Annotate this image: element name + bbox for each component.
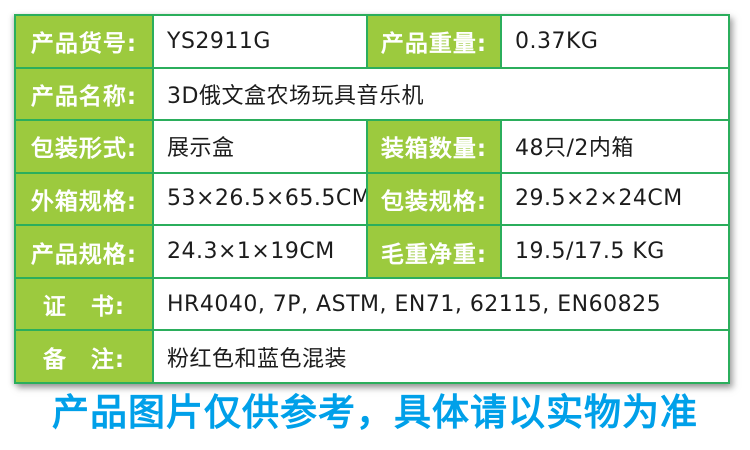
label-packaging-type: 包装形式: [16,121,152,172]
value-product-name: 3D俄文盒农场玩具音乐机 [154,68,728,120]
label-product-name: 产品名称: [16,68,152,120]
label-remarks: 备 注: [16,331,152,382]
label-product-size: 产品规格: [16,226,152,277]
value-carton-quantity: 48只/2内箱 [502,121,728,172]
label-carton-quantity: 装箱数量: [368,121,500,172]
value-packaging-size: 29.5×2×24CM [502,173,728,225]
label-outer-carton-size: 外箱规格: [16,173,152,225]
label-product-weight: 产品重量: [368,16,500,67]
product-spec-table: 产品货号: YS2911G 产品重量: 0.37KG 产品名称: 3D俄文盒农场… [14,14,730,384]
value-product-number: YS2911G [154,16,366,67]
label-gross-net-weight: 毛重净重: [368,226,500,277]
label-packaging-size: 包装规格: [368,173,500,225]
value-product-weight: 0.37KG [502,16,728,67]
disclaimer-note: 产品图片仅供参考，具体请以实物为准 [52,391,698,434]
label-certificates: 证 书: [16,278,152,330]
value-product-size: 24.3×1×19CM [154,226,366,277]
value-certificates: HR4040, 7P, ASTM, EN71, 62115, EN60825 [154,278,728,330]
value-packaging-type: 展示盒 [154,121,366,172]
label-product-number: 产品货号: [16,16,152,67]
value-remarks: 粉红色和蓝色混装 [154,331,728,382]
value-outer-carton-size: 53×26.5×65.5CM [154,173,366,225]
value-gross-net-weight: 19.5/17.5 KG [502,226,728,277]
